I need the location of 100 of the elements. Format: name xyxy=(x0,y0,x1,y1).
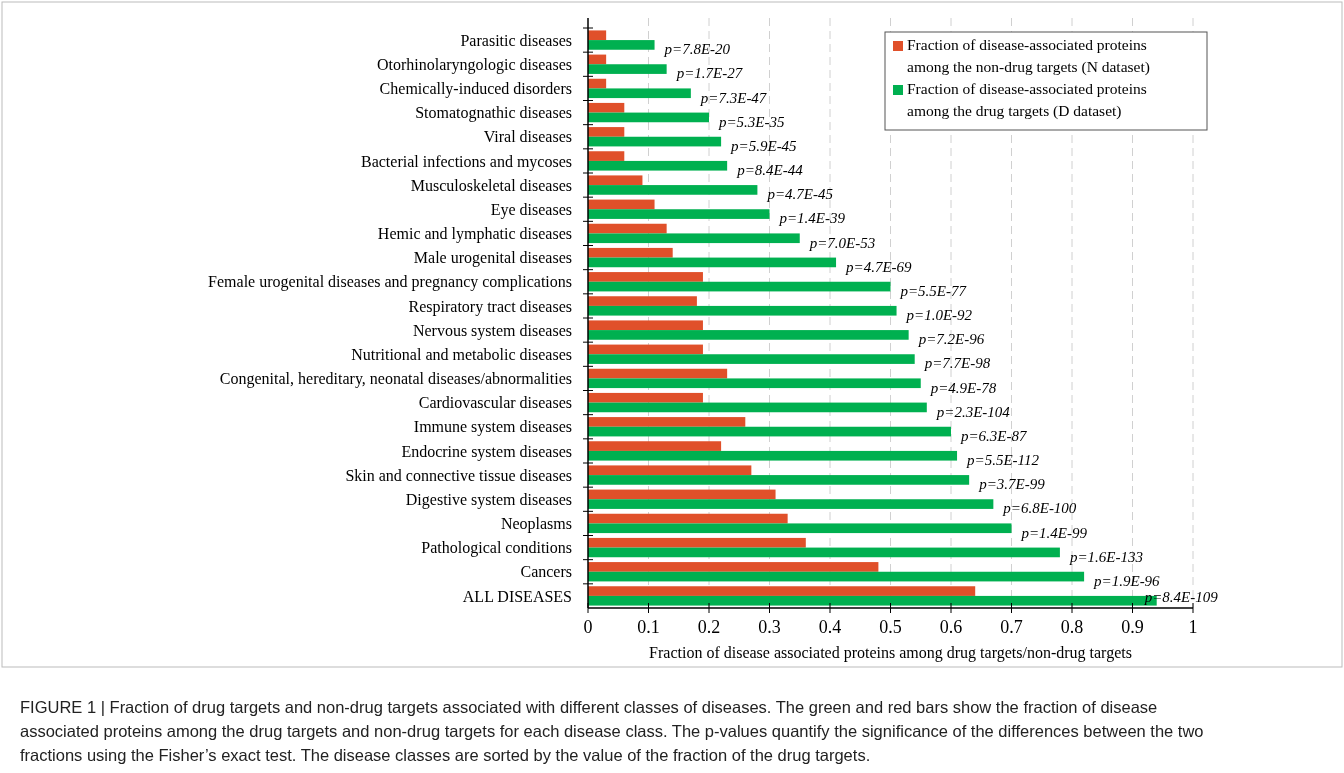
bar xyxy=(588,523,1012,534)
data-label: p=8.4E-109 xyxy=(1143,589,1219,605)
y-tick-label: Musculoskeletal diseases xyxy=(410,176,572,194)
bar xyxy=(588,344,703,355)
data-label: p=7.0E-53 xyxy=(808,234,876,251)
bar xyxy=(588,547,1060,558)
data-label: p=7.8E-20 xyxy=(663,41,731,58)
data-label: p=5.9E-45 xyxy=(730,137,798,154)
bar xyxy=(588,475,970,485)
data-label: p=7.2E-96 xyxy=(917,331,985,348)
y-tick-label: Viral diseases xyxy=(483,128,572,146)
bar xyxy=(588,392,703,403)
bar xyxy=(588,136,722,147)
data-label: p=1.0E-92 xyxy=(905,307,973,323)
bar xyxy=(588,233,800,244)
data-label: p=7.7E-98 xyxy=(923,355,991,372)
caption: FIGURE 1 | Fraction of drug targets and non-drug targets associated with different classes of diseases. The green and red bars show the fraction of disease associated proteins among the drug targets and non-drug targets for each disease class. The p-values quantify the significance of the differences between the two fractions using the Fisher’s exact test. The disease classes are sorted by the value of the fraction of the drug targets. xyxy=(20,698,1204,764)
bar xyxy=(588,489,776,500)
data-label: p=7.3E-47 xyxy=(699,89,768,106)
bar xyxy=(588,272,703,282)
data-label: p=1.4E-39 xyxy=(778,210,846,227)
legend-label: Fraction of disease-associated proteins among the non-drug targets (N dataset) xyxy=(907,36,1150,76)
bar xyxy=(588,257,837,268)
bar xyxy=(588,402,927,413)
y-tick-label: Neoplasms xyxy=(500,515,572,534)
y-tick-label: Respiratory tract diseases xyxy=(408,297,572,316)
x-tick-label: 0.3 xyxy=(758,617,781,637)
bar xyxy=(588,247,673,258)
x-tick-label: 1 xyxy=(1188,617,1198,637)
y-tick-label: Digestive system diseases xyxy=(405,490,572,509)
bar xyxy=(588,354,915,364)
y-tick-label: Stomatognathic diseases xyxy=(415,104,572,123)
y-tick-label: Nutritional and metabolic diseases xyxy=(351,345,572,363)
y-tick-label: Cancers xyxy=(520,563,572,581)
data-label: p=4.7E-69 xyxy=(845,258,913,275)
y-tick-label: Hemic and lymphatic diseases xyxy=(377,225,572,244)
bar xyxy=(588,378,921,389)
y-tick-label: Male urogenital diseases xyxy=(413,249,572,268)
y-tick-label: Nervous system diseases xyxy=(412,321,572,340)
data-label: p=4.7E-45 xyxy=(766,186,834,203)
bar xyxy=(588,185,758,195)
y-tick-label: Immune system diseases xyxy=(413,418,572,437)
y-tick-label: Female urogenital diseases and pregnancy complications xyxy=(208,273,572,292)
bar xyxy=(588,537,806,548)
data-label: p=1.4E-99 xyxy=(1020,524,1088,541)
x-tick-label: 0.2 xyxy=(697,617,721,637)
bar xyxy=(588,160,728,171)
bar xyxy=(588,199,655,210)
data-label: p=5.5E-112 xyxy=(966,452,1040,468)
bar xyxy=(588,513,788,524)
x-tick-label: 0.9 xyxy=(1121,617,1144,637)
data-label: p=8.4E-44 xyxy=(736,162,804,178)
x-tick-label: 0.7 xyxy=(1000,617,1023,637)
y-tick-label: Chemically-induced disorders xyxy=(379,80,572,99)
bar xyxy=(588,281,891,292)
bar xyxy=(588,30,607,41)
y-tick-label: ALL DISEASES xyxy=(462,587,572,605)
bar xyxy=(588,175,643,186)
bar xyxy=(588,499,994,509)
bar xyxy=(588,320,703,331)
data-label: p=5.5E-77 xyxy=(899,282,968,299)
bar xyxy=(588,465,752,476)
data-label: p=1.6E-133 xyxy=(1068,548,1143,565)
y-tick-label: Pathological conditions xyxy=(421,539,572,558)
bar xyxy=(588,586,976,596)
bar xyxy=(588,441,722,451)
x-tick-label: 0.4 xyxy=(818,617,842,637)
bar xyxy=(588,64,667,74)
data-label: p=1.7E-27 xyxy=(675,65,744,82)
y-tick-label: Skin and connective tissue diseases xyxy=(345,466,572,484)
bar xyxy=(588,562,879,572)
y-tick-label: Otorhinolaryngologic diseases xyxy=(376,55,572,74)
y-tick-label: Congenital, hereditary, neonatal diseases/abnormalities xyxy=(219,370,572,389)
bar xyxy=(588,368,728,379)
data-label: p=5.3E-35 xyxy=(718,113,786,130)
bar xyxy=(588,417,746,427)
bar xyxy=(588,223,667,234)
legend-label: Fraction of disease-associated proteins among the drug targets (D dataset) xyxy=(907,80,1147,120)
bar xyxy=(588,450,958,461)
bar xyxy=(588,426,951,437)
x-tick-label: 0.6 xyxy=(939,617,963,637)
data-label: p=6.3E-87 xyxy=(960,427,1029,444)
x-tick-label: 0 xyxy=(583,617,593,637)
data-label: p=6.8E-100 xyxy=(1002,500,1077,517)
x-axis-title: Fraction of disease associated proteins among drug targets/non-drug targets xyxy=(649,644,1132,662)
x-tick-label: 0.1 xyxy=(637,617,660,637)
bar xyxy=(588,127,625,137)
x-tick-label: 0.5 xyxy=(879,617,902,637)
bar xyxy=(588,571,1085,582)
bar xyxy=(588,112,709,123)
data-label: p=3.7E-99 xyxy=(978,476,1046,493)
bar xyxy=(588,305,897,316)
y-tick-label: Endocrine system diseases xyxy=(401,442,572,461)
bar xyxy=(588,151,625,161)
x-tick-label: 0.8 xyxy=(1060,617,1084,637)
bar xyxy=(588,102,625,113)
bar xyxy=(588,40,655,50)
data-label: p=2.3E-104 xyxy=(935,403,1011,420)
y-tick-label: Eye diseases xyxy=(490,200,572,219)
bar xyxy=(588,330,909,340)
